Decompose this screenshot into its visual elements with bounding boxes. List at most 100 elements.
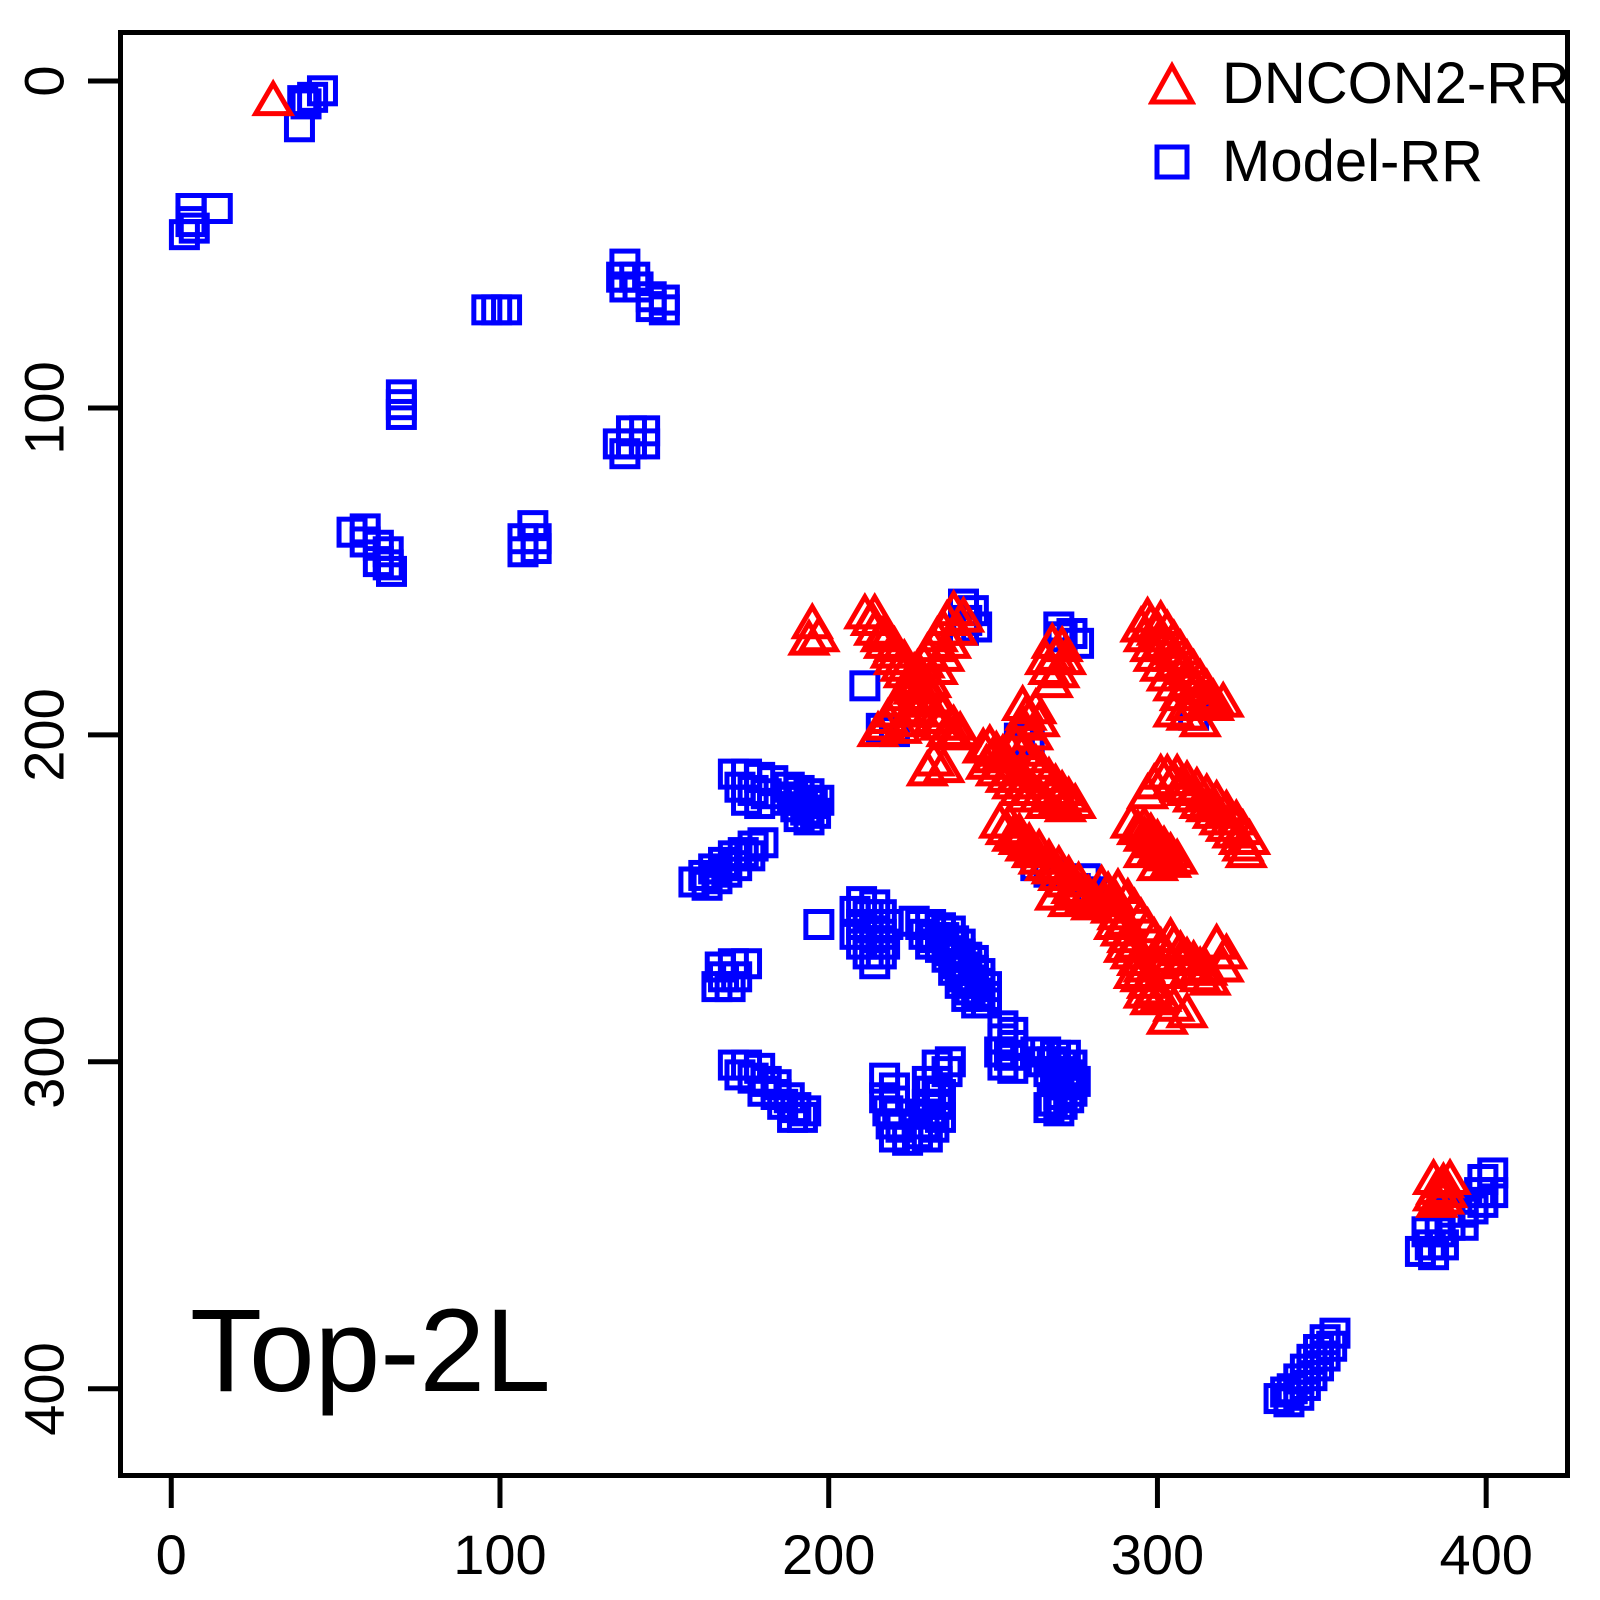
scatter-point-model-rr (869, 928, 901, 960)
x-tick-label: 400 (1439, 1523, 1533, 1586)
scatter-point-model-rr (385, 398, 417, 430)
scatter-point-model-rr (372, 549, 404, 581)
scatter-point-model-rr (691, 869, 723, 901)
scatter-point-dncon2-rr (1155, 837, 1200, 875)
scatter-point-model-rr (376, 555, 408, 587)
scatter-point-model-rr (1033, 1092, 1065, 1124)
y-tick-label: 200 (12, 688, 76, 782)
scatter-point-model-rr (869, 1062, 901, 1094)
scatter-point-model-rr (701, 863, 733, 895)
scatter-point-model-rr (901, 1118, 933, 1150)
scatter-point-dncon2-rr (879, 706, 923, 744)
scatter-point-model-rr (1477, 1177, 1509, 1209)
scatter-point-dncon2-rr (1201, 945, 1246, 983)
scatter-point-dncon2-rr (1145, 997, 1190, 1035)
scatter-point-dncon2-rr (1168, 948, 1213, 986)
legend-item-dncon2-rr: DNCON2-RR (1148, 52, 1570, 116)
scatter-point-model-rr (520, 533, 552, 565)
scatter-point-model-rr (865, 938, 897, 970)
scatter-point-model-rr (918, 1111, 950, 1143)
scatter-point-model-rr (721, 961, 753, 993)
scatter-point-model-rr (619, 261, 651, 293)
scatter-point-model-rr (481, 294, 513, 326)
scatter-point-dncon2-rr (964, 742, 1009, 780)
scatter-point-dncon2-rr (1027, 837, 1071, 875)
scatter-point-dncon2-rr (1165, 758, 1209, 797)
scatter-point-model-rr (803, 784, 835, 816)
scatter-point-dncon2-rr (1428, 1157, 1472, 1196)
scatter-point-model-rr (971, 987, 1003, 1019)
scatter-point-model-rr (609, 438, 641, 470)
scatter-point-model-rr (911, 1121, 943, 1153)
scatter-point-model-rr (491, 294, 523, 326)
scatter-point-model-rr (1418, 1239, 1450, 1271)
scatter-point-dncon2-rr (905, 748, 950, 787)
scatter-point-dncon2-rr (1165, 990, 1209, 1029)
x-tick-label: 100 (453, 1523, 547, 1586)
scatter-point-dncon2-rr (1046, 879, 1091, 918)
scatter-point-dncon2-rr (1184, 771, 1229, 810)
scatter-point-model-rr (793, 804, 825, 836)
scatter-point-model-rr (737, 830, 769, 862)
y-tick-label: 100 (12, 361, 76, 455)
scatter-point-dncon2-rr (1155, 752, 1200, 790)
scatter-point-dncon2-rr (1415, 1180, 1459, 1218)
scatter-point-model-rr (297, 81, 329, 113)
scatter-point-dncon2-rr (938, 709, 983, 748)
scatter-point-model-rr (168, 219, 200, 251)
scatter-point-model-rr (1273, 1386, 1305, 1418)
scatter-point-model-rr (770, 784, 802, 816)
scatter-point-dncon2-rr (1201, 680, 1246, 718)
scatter-point-dncon2-rr (1204, 931, 1249, 970)
plot-area (118, 30, 1570, 1478)
scatter-point-dncon2-rr (1191, 683, 1236, 721)
scatter-point-model-rr (997, 1052, 1029, 1084)
y-tick-label: 400 (12, 1342, 76, 1436)
scatter-point-model-rr (1263, 1383, 1295, 1415)
scatter-point-model-rr (780, 1092, 812, 1124)
scatter-point-model-rr (859, 948, 891, 980)
scatter-point-dncon2-rr (1030, 771, 1075, 810)
scatter-point-model-rr (987, 1049, 1019, 1081)
scatter-point-model-rr (1270, 1376, 1302, 1408)
legend-square-icon (1154, 144, 1190, 180)
scatter-point-dncon2-rr (1030, 660, 1075, 699)
scatter-point-dncon2-rr (1148, 915, 1193, 954)
y-tick-label: 300 (12, 1015, 76, 1109)
scatter-point-model-rr (931, 1056, 963, 1088)
scatter-point-model-rr (1467, 1186, 1499, 1218)
scatter-point-dncon2-rr (852, 591, 897, 630)
scatter-point-model-rr (283, 111, 315, 143)
scatter-point-model-rr (178, 212, 210, 244)
scatter-point-model-rr (951, 980, 983, 1012)
scatter-point-dncon2-rr (251, 78, 296, 117)
scatter-point-dncon2-rr (1227, 817, 1272, 855)
scatter-point-dncon2-rr (787, 618, 831, 656)
legend-label: Model-RR (1222, 128, 1484, 194)
scatter-point-model-rr (648, 294, 680, 326)
scatter-point-dncon2-rr (796, 614, 841, 653)
legend-label: DNCON2-RR (1222, 51, 1570, 116)
scatter-point-model-rr (803, 908, 835, 940)
scatter-point-dncon2-rr (889, 699, 933, 738)
scatter-point-model-rr (714, 971, 746, 1003)
y-tick-label: 0 (12, 65, 76, 97)
scatter-point-model-rr (290, 88, 322, 120)
scatter-point-model-rr (385, 389, 417, 421)
plot-annotation: Top-2L (190, 1285, 551, 1417)
scatter-point-model-rr (1043, 1095, 1075, 1127)
scatter-point-dncon2-rr (1007, 820, 1052, 859)
scatter-point-dncon2-rr (1004, 775, 1048, 813)
scatter-point-dncon2-rr (1129, 977, 1173, 1016)
scatter-point-model-rr (1427, 1229, 1459, 1261)
x-tick-label: 300 (1110, 1523, 1205, 1586)
legend-item-model-rr: Model-RR (1148, 128, 1570, 194)
legend: DNCON2-RR Model-RR (1148, 52, 1570, 194)
scatter-point-model-rr (849, 670, 881, 702)
legend-triangle-icon (1148, 60, 1196, 105)
x-tick-label: 0 (155, 1523, 187, 1586)
scatter-point-dncon2-rr (1191, 676, 1236, 715)
scatter-point-dncon2-rr (1023, 637, 1068, 676)
